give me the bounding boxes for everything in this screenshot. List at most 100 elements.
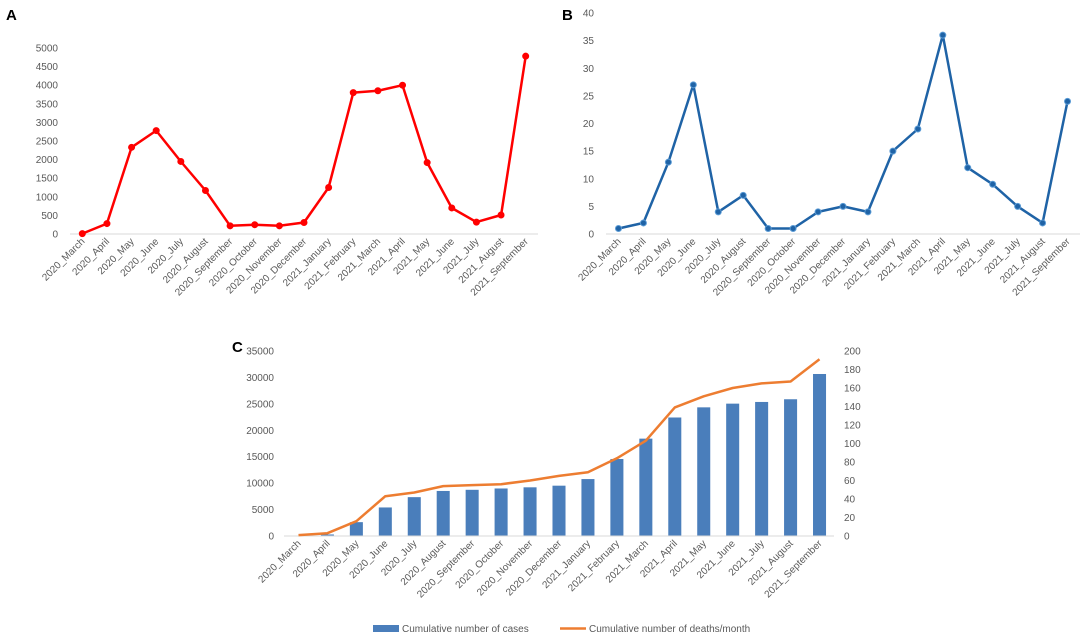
y-left-tick-label: 0 <box>268 532 274 543</box>
y-tick-label: 1000 <box>36 192 59 203</box>
data-point <box>789 224 797 232</box>
data-point <box>497 211 505 219</box>
data-point <box>423 159 431 167</box>
bar <box>349 522 363 536</box>
y-tick-label: 2000 <box>36 155 59 166</box>
chart-b: B05101520253035402020_March2020_April202… <box>562 7 1080 298</box>
data-point <box>472 218 480 226</box>
y-right-tick-label: 180 <box>844 365 861 376</box>
bar <box>320 534 334 536</box>
legend: Cumulative number of cases Cumulative num… <box>373 624 750 635</box>
y-right-tick-label: 120 <box>844 421 861 432</box>
y-tick-label: 15 <box>583 147 595 158</box>
data-point <box>522 52 530 60</box>
legend-label-deaths: Cumulative number of deaths/month <box>589 624 750 635</box>
y-tick-label: 2500 <box>36 137 59 148</box>
series-line <box>618 33 1069 230</box>
data-point <box>614 224 622 232</box>
bar <box>378 507 392 536</box>
bar <box>552 485 566 536</box>
y-tick-label: 5000 <box>36 44 59 55</box>
data-point <box>251 221 259 229</box>
data-point <box>914 125 922 133</box>
data-point <box>374 87 382 95</box>
data-point <box>989 180 997 188</box>
data-point <box>1014 202 1022 210</box>
y-tick-label: 35 <box>583 36 595 47</box>
bar <box>436 490 450 536</box>
data-point <box>78 230 86 238</box>
y-left-tick-label: 5000 <box>252 505 275 516</box>
data-point <box>128 143 136 151</box>
data-point <box>349 89 357 97</box>
data-point <box>714 208 722 216</box>
bar <box>407 497 421 536</box>
y-tick-label: 20 <box>583 119 595 130</box>
bar <box>668 417 682 536</box>
x-tick-label: 2021_February <box>566 538 622 594</box>
panel-label-c: C <box>232 339 243 356</box>
y-tick-label: 30 <box>583 64 595 75</box>
data-point <box>325 184 333 191</box>
bar <box>465 489 479 536</box>
y-right-tick-label: 160 <box>844 384 861 395</box>
y-tick-label: 3000 <box>36 118 59 129</box>
bar <box>784 399 798 536</box>
bar <box>523 487 537 536</box>
y-right-tick-label: 80 <box>844 458 856 469</box>
y-tick-label: 0 <box>52 230 58 241</box>
y-tick-label: 0 <box>588 230 594 241</box>
y-tick-label: 5 <box>588 202 594 213</box>
data-point <box>939 31 947 39</box>
y-tick-label: 4000 <box>36 81 59 92</box>
y-tick-label: 3500 <box>36 99 59 110</box>
bar <box>697 407 711 536</box>
data-point <box>739 191 747 199</box>
series-line <box>81 56 527 235</box>
panel-label-a: A <box>6 7 17 24</box>
y-right-tick-label: 60 <box>844 476 856 487</box>
bar <box>494 488 508 536</box>
y-left-tick-label: 10000 <box>246 479 274 490</box>
y-right-tick-label: 20 <box>844 513 856 524</box>
data-point <box>300 218 308 226</box>
chart-c: C 0 5000 10000 15000 20000 25000 30000 35000 0 20 4… <box>232 339 861 635</box>
y-tick-label: 40 <box>583 9 595 20</box>
deaths-line <box>298 358 821 537</box>
legend-label-cases: Cumulative number of cases <box>402 624 529 635</box>
data-point <box>177 157 185 165</box>
data-point <box>226 222 234 230</box>
panel-label-b: B <box>562 7 573 24</box>
data-point <box>839 202 847 210</box>
y-tick-label: 4500 <box>36 62 59 73</box>
y-tick-label: 10 <box>583 174 595 185</box>
data-point <box>103 220 111 228</box>
y-tick-label: 1500 <box>36 174 59 185</box>
bar <box>726 403 740 536</box>
data-point <box>275 222 283 230</box>
y-left-tick-label: 25000 <box>246 399 274 410</box>
data-point <box>689 81 697 89</box>
data-point <box>639 219 647 227</box>
chart-a: A 0 500 1000 1500 2000 2500 3000 3500 4000 4500 500… <box>6 7 538 298</box>
bar <box>581 479 595 536</box>
data-point <box>964 164 972 172</box>
bar <box>610 458 624 536</box>
bar <box>755 401 769 536</box>
data-point <box>201 186 209 194</box>
bar <box>639 438 653 536</box>
y-right-tick-label: 200 <box>844 347 861 358</box>
data-point <box>889 147 897 155</box>
y-tick-label: 25 <box>583 91 595 102</box>
y-right-tick-label: 140 <box>844 402 861 413</box>
y-right-tick-label: 0 <box>844 532 850 543</box>
y-left-tick-label: 15000 <box>246 452 274 463</box>
data-point <box>399 81 407 89</box>
data-point <box>864 208 872 216</box>
y-left-tick-label: 20000 <box>246 426 274 437</box>
data-point <box>152 127 160 135</box>
y-left-tick-label: 35000 <box>246 347 274 358</box>
y-tick-label: 500 <box>41 211 58 222</box>
y-left-tick-label: 30000 <box>246 373 274 384</box>
